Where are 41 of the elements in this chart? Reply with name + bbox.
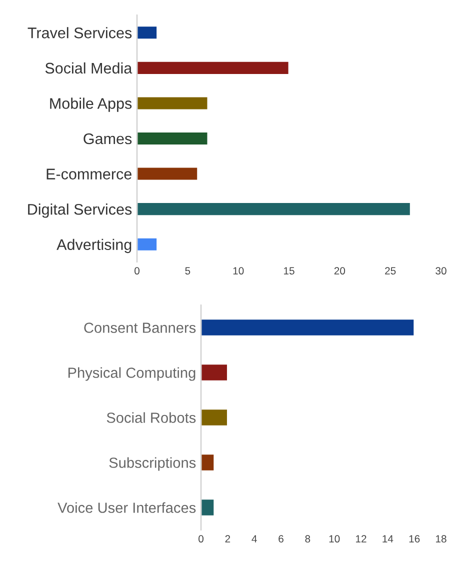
x-tick-label: 12 <box>356 535 366 542</box>
y-tick-label: Travel Services <box>28 27 132 38</box>
x-tick-label: 20 <box>334 267 346 275</box>
x-tick-label: 18 <box>436 535 446 543</box>
bar <box>201 498 216 517</box>
bar <box>137 96 209 111</box>
x-tick-label: 5 <box>185 267 190 275</box>
x-tick-label: 0 <box>134 267 140 275</box>
x-tick-label: 2 <box>225 535 230 542</box>
x-tick-label: 15 <box>284 267 294 275</box>
y-tick-label: Social Robots <box>106 412 196 423</box>
y-tick-label: Voice User Interfaces <box>58 502 196 513</box>
x-tick-label: 8 <box>305 535 310 543</box>
bar <box>201 363 228 382</box>
y-tick-label: Digital Services <box>28 204 132 218</box>
x-tick-label: 10 <box>329 535 340 543</box>
bar <box>137 131 209 146</box>
y-tick-label: Social Media <box>45 62 132 74</box>
y-tick-label: Physical Computing <box>68 367 196 381</box>
x-tick-label: 10 <box>233 267 244 275</box>
y-tick-label: Games <box>84 133 132 144</box>
bar <box>137 202 412 216</box>
bar <box>137 25 158 40</box>
y-tick-label: Mobile Apps <box>50 98 132 112</box>
x-tick-label: 16 <box>409 535 420 543</box>
bar <box>137 60 290 76</box>
y-tick-label: Consent Banners <box>84 322 196 333</box>
bar <box>137 166 198 182</box>
x-tick-label: 14 <box>382 535 394 542</box>
bar <box>201 318 416 337</box>
y-tick-label: Advertising <box>56 238 132 254</box>
bar <box>137 236 158 252</box>
x-tick-label: 4 <box>252 535 257 542</box>
y-tick-label: E-commerce <box>46 168 132 180</box>
y-tick-label: Subscriptions <box>109 457 196 471</box>
x-tick-label: 25 <box>385 267 396 275</box>
x-tick-label: 6 <box>278 535 284 543</box>
x-tick-label: 30 <box>436 267 446 275</box>
bar <box>201 453 216 472</box>
bar <box>201 408 228 427</box>
x-tick-label: 0 <box>198 535 204 543</box>
